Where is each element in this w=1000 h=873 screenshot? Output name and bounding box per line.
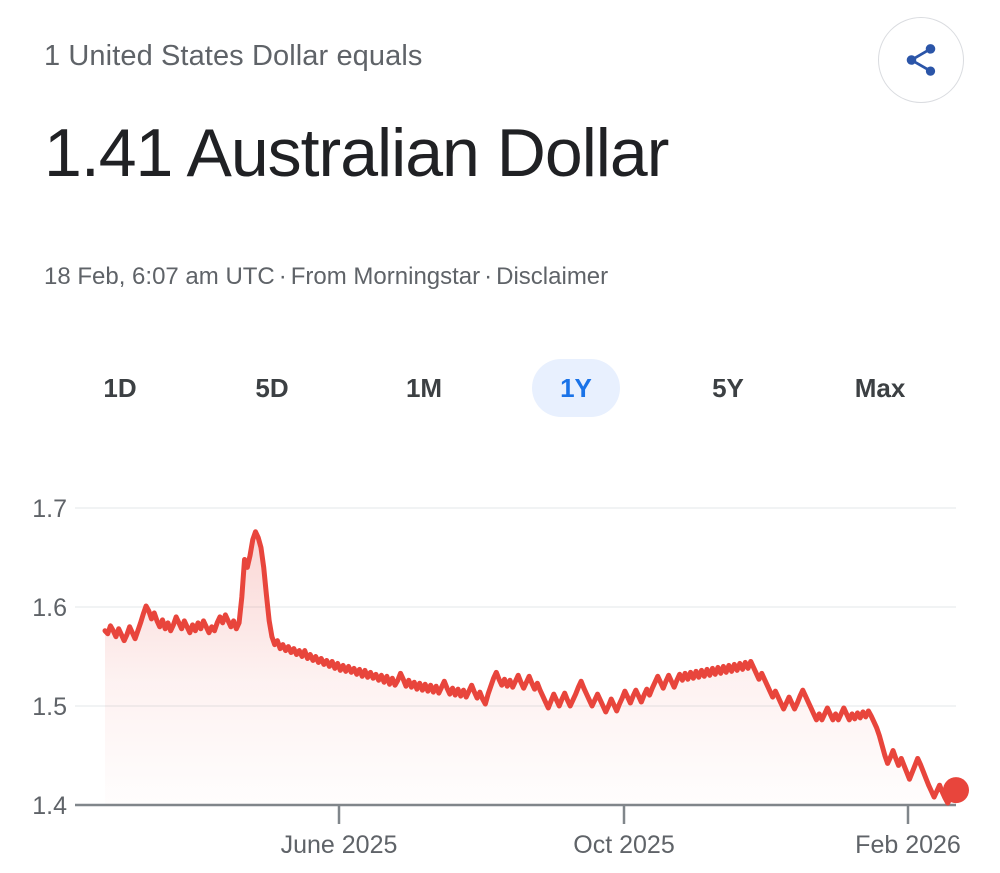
range-tab-5d[interactable]: 5D bbox=[196, 358, 348, 418]
range-tab-1m[interactable]: 1M bbox=[348, 358, 500, 418]
range-tab-1y[interactable]: 1Y bbox=[500, 358, 652, 418]
share-button[interactable] bbox=[878, 17, 964, 103]
range-tab-5d-label: 5D bbox=[255, 372, 289, 403]
page-subtitle: 1 United States Dollar equals bbox=[44, 40, 423, 72]
page-title: 1.41 Australian Dollar bbox=[44, 115, 669, 191]
chart-y-tick-label: 1.5 bbox=[32, 693, 67, 721]
chart-x-tick-label: June 2025 bbox=[281, 831, 398, 859]
time-range-tabs: 1D 5D 1M 1Y 5Y Max bbox=[44, 358, 956, 418]
data-source: From Morningstar bbox=[290, 263, 481, 290]
chart-y-axis-labels: 1.7 1.6 1.5 1.4 bbox=[32, 495, 67, 820]
range-tab-1d-label: 1D bbox=[103, 372, 137, 403]
chart-x-axis bbox=[337, 805, 910, 824]
meta-separator-2: · bbox=[484, 263, 493, 290]
chart-last-point-marker bbox=[943, 777, 969, 804]
chart-area-fill bbox=[105, 531, 956, 805]
range-tab-5y[interactable]: 5Y bbox=[652, 358, 804, 418]
chart-line bbox=[102, 529, 959, 806]
chart-y-tick-label: 1.4 bbox=[32, 792, 67, 820]
range-tab-1m-label: 1M bbox=[405, 372, 443, 403]
chart-y-tick-label: 1.7 bbox=[32, 495, 67, 523]
attribution-line: 18 Feb, 6:07 am UTC · From Morningstar · Dis… bbox=[44, 263, 608, 291]
range-tab-max-label: Max bbox=[854, 372, 906, 403]
chart-x-tick-label: Feb 2026 bbox=[855, 831, 961, 859]
chart-y-tick-label: 1.6 bbox=[32, 594, 67, 622]
range-tab-1y-label: 1Y bbox=[532, 359, 620, 417]
timestamp: 18 Feb, 6:07 am UTC bbox=[44, 263, 275, 290]
range-tab-5y-label: 5Y bbox=[712, 372, 744, 403]
disclaimer-link[interactable]: Disclaimer bbox=[496, 263, 609, 290]
range-tab-1d[interactable]: 1D bbox=[44, 358, 196, 418]
range-tab-max[interactable]: Max bbox=[804, 358, 956, 418]
chart-x-tick-label: Oct 2025 bbox=[573, 831, 674, 859]
chart-x-axis-labels: June 2025 Oct 2025 Feb 2026 bbox=[281, 831, 961, 859]
meta-separator-1: · bbox=[278, 263, 287, 290]
chart-gridlines bbox=[75, 507, 956, 807]
share-icon bbox=[902, 41, 940, 79]
